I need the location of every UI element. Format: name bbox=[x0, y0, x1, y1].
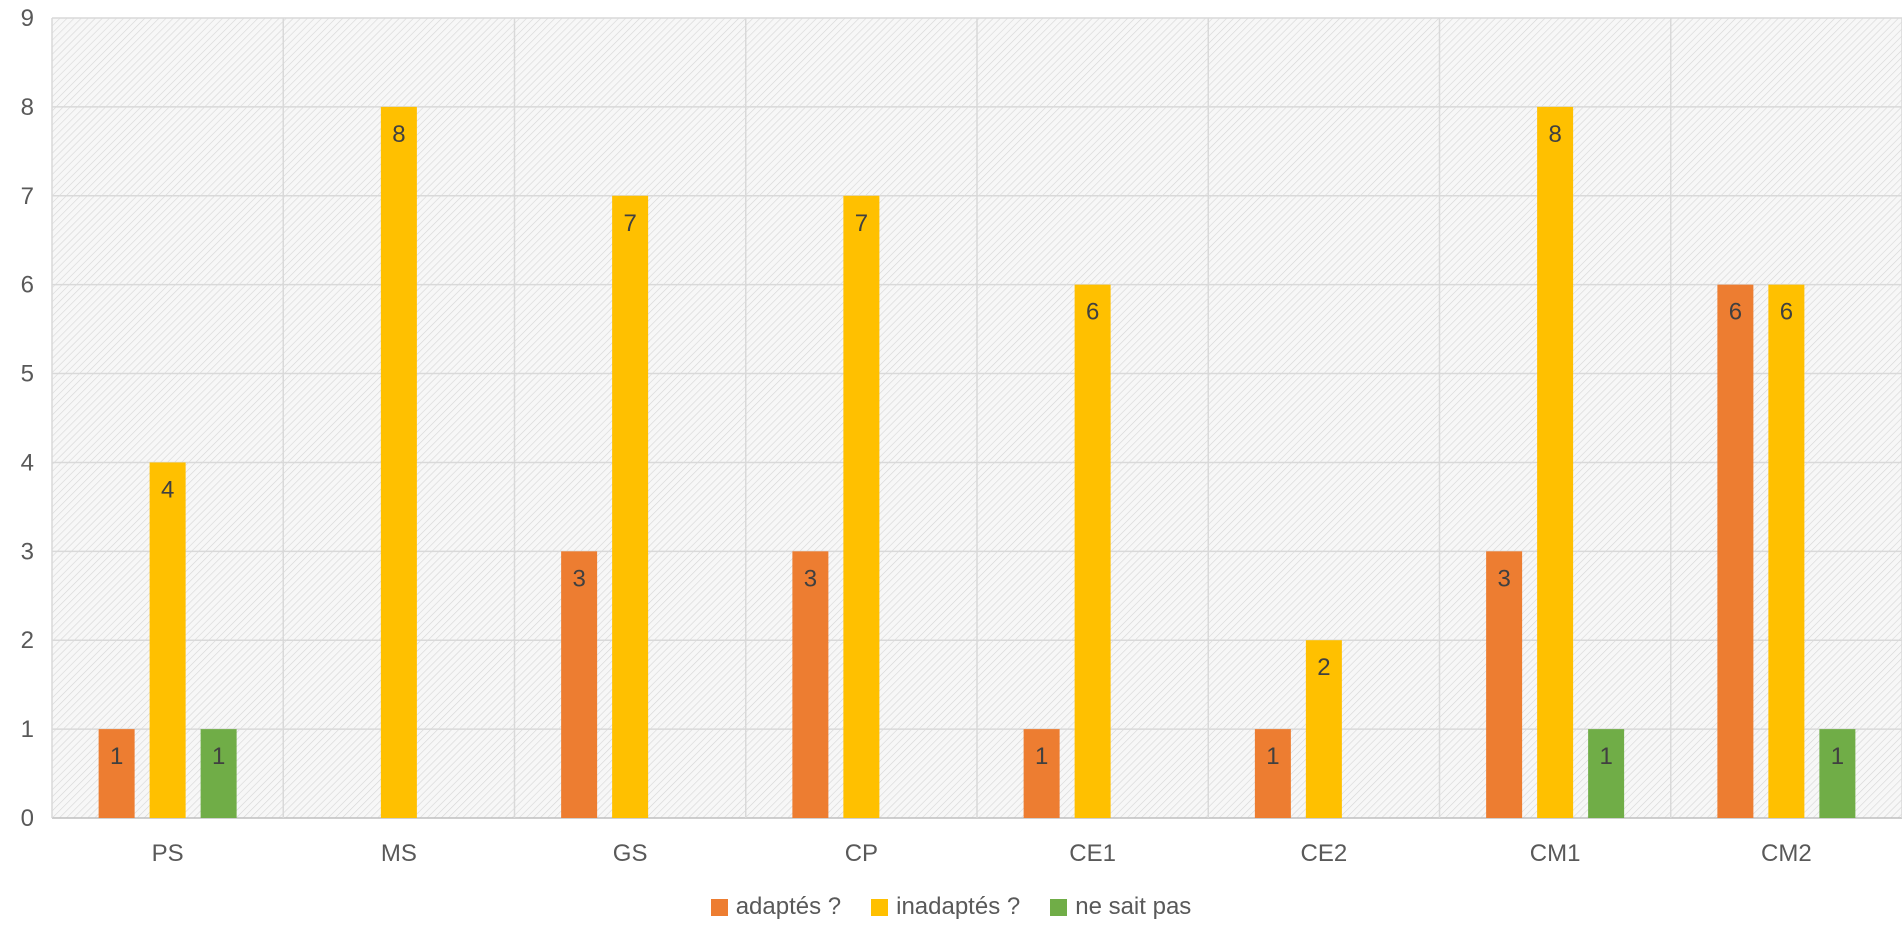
x-tick-label: MS bbox=[381, 840, 417, 867]
y-tick-label: 4 bbox=[21, 449, 34, 476]
legend-label: inadaptés ? bbox=[896, 893, 1021, 920]
bar bbox=[380, 106, 417, 818]
data-label: 3 bbox=[572, 565, 585, 592]
bar bbox=[1305, 640, 1342, 818]
bar bbox=[1717, 284, 1754, 819]
data-label: 6 bbox=[1729, 299, 1742, 326]
data-label: 1 bbox=[1035, 743, 1048, 770]
x-tick-label: CP bbox=[845, 840, 878, 867]
y-tick-label: 8 bbox=[21, 94, 34, 121]
bar bbox=[149, 462, 186, 818]
bar bbox=[792, 551, 829, 818]
legend-swatch bbox=[871, 898, 889, 916]
bars bbox=[98, 106, 1856, 819]
data-label: 3 bbox=[1497, 565, 1510, 592]
data-label: 7 bbox=[623, 210, 636, 237]
x-tick-label: CE2 bbox=[1301, 840, 1348, 867]
data-label: 8 bbox=[1548, 121, 1561, 148]
legend: adaptés ? inadaptés ? ne sait pas bbox=[0, 893, 1902, 921]
gridlines bbox=[51, 17, 1902, 819]
x-tick-label: GS bbox=[613, 840, 648, 867]
y-tick-label: 2 bbox=[21, 627, 34, 654]
data-label: 8 bbox=[392, 121, 405, 148]
bar bbox=[1254, 729, 1291, 818]
bar bbox=[1023, 729, 1060, 818]
bar bbox=[1588, 729, 1625, 818]
bar bbox=[1537, 106, 1574, 818]
bar bbox=[98, 729, 135, 818]
y-axis: 0 1 2 3 4 5 6 7 8 9 bbox=[21, 5, 34, 832]
data-label: 1 bbox=[212, 743, 225, 770]
data-label: 6 bbox=[1780, 299, 1793, 326]
y-tick-label: 7 bbox=[21, 183, 34, 210]
data-label: 4 bbox=[161, 476, 174, 503]
bar bbox=[1486, 551, 1523, 818]
data-label: 2 bbox=[1317, 654, 1330, 681]
data-label: 1 bbox=[1599, 743, 1612, 770]
data-labels: 1 3 3 1 1 3 6 4 8 7 7 6 2 8 6 1 1 1 bbox=[110, 121, 1844, 770]
legend-label: adaptés ? bbox=[735, 893, 842, 920]
y-tick-label: 5 bbox=[21, 361, 34, 388]
x-tick-label: CM1 bbox=[1530, 840, 1581, 867]
y-tick-label: 9 bbox=[21, 5, 34, 32]
bar bbox=[843, 195, 880, 818]
x-tick-label: CM2 bbox=[1761, 840, 1812, 867]
y-tick-label: 6 bbox=[21, 272, 34, 299]
legend-label: ne sait pas bbox=[1075, 893, 1192, 920]
data-label: 6 bbox=[1086, 299, 1099, 326]
data-label: 1 bbox=[1831, 743, 1844, 770]
bar bbox=[200, 729, 237, 818]
bar bbox=[1074, 284, 1111, 819]
y-tick-label: 0 bbox=[21, 805, 34, 832]
bar bbox=[1819, 729, 1856, 818]
y-tick-label: 1 bbox=[21, 716, 34, 743]
data-label: 3 bbox=[804, 565, 817, 592]
legend-item: adaptés ? bbox=[710, 893, 842, 921]
data-label: 1 bbox=[1266, 743, 1279, 770]
bar bbox=[1768, 284, 1805, 819]
legend-swatch bbox=[710, 898, 728, 916]
x-tick-label: CE1 bbox=[1069, 840, 1116, 867]
bar bbox=[612, 195, 649, 818]
y-tick-label: 3 bbox=[21, 538, 34, 565]
legend-item: inadaptés ? bbox=[871, 893, 1020, 921]
data-label: 7 bbox=[855, 210, 868, 237]
bar bbox=[561, 551, 598, 818]
data-label: 1 bbox=[110, 743, 123, 770]
x-tick-label: PS bbox=[152, 840, 184, 867]
legend-swatch bbox=[1050, 898, 1068, 916]
x-axis: PS MS GS CP CE1 CE2 CM1 CM2 bbox=[152, 840, 1812, 867]
legend-item: ne sait pas bbox=[1050, 893, 1191, 921]
